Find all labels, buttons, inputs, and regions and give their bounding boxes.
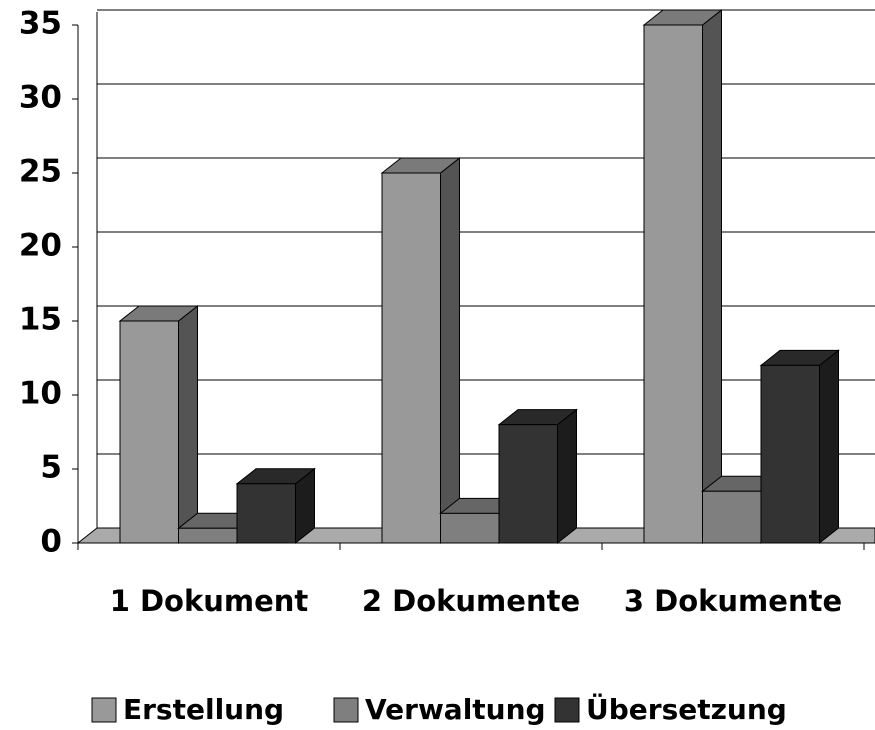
bar-front <box>498 424 558 544</box>
bar-side <box>557 408 577 545</box>
x-tick-label: 3 Dokumente <box>624 584 842 618</box>
bar <box>235 467 316 545</box>
legend-label: Verwaltung <box>365 693 546 726</box>
bar-front <box>440 512 500 544</box>
bar-front <box>236 483 296 544</box>
y-tick-label: 20 <box>19 228 62 264</box>
bar-side <box>178 304 198 545</box>
bar-front <box>760 364 820 544</box>
legend-swatch <box>554 697 580 723</box>
y-tick-label: 35 <box>19 6 62 42</box>
y-tick-label: 10 <box>19 376 62 412</box>
legend-swatch <box>333 697 359 723</box>
y-tick-label: 30 <box>19 80 62 116</box>
bar-front <box>119 320 179 544</box>
bar <box>759 349 840 545</box>
bar <box>497 408 578 545</box>
y-tick-label: 25 <box>19 154 62 190</box>
bar-front <box>178 527 238 544</box>
bar <box>642 8 723 545</box>
x-tick-label: 2 Dokumente <box>362 584 580 618</box>
x-tick-label: 1 Dokument <box>110 584 309 618</box>
y-tick-label: 0 <box>40 524 62 560</box>
bar-front <box>702 490 762 544</box>
legend-label: Übersetzung <box>586 692 787 726</box>
bar <box>380 156 461 545</box>
legend-swatch <box>91 697 117 723</box>
bar-side <box>819 349 839 545</box>
y-tick-label: 5 <box>40 450 62 486</box>
bar <box>118 304 199 545</box>
legend-label: Erstellung <box>123 693 284 726</box>
bar-side <box>702 8 722 545</box>
bar-side <box>440 156 460 545</box>
bar-front <box>643 24 703 544</box>
bar-front <box>381 172 441 544</box>
y-tick-label: 15 <box>19 302 62 338</box>
